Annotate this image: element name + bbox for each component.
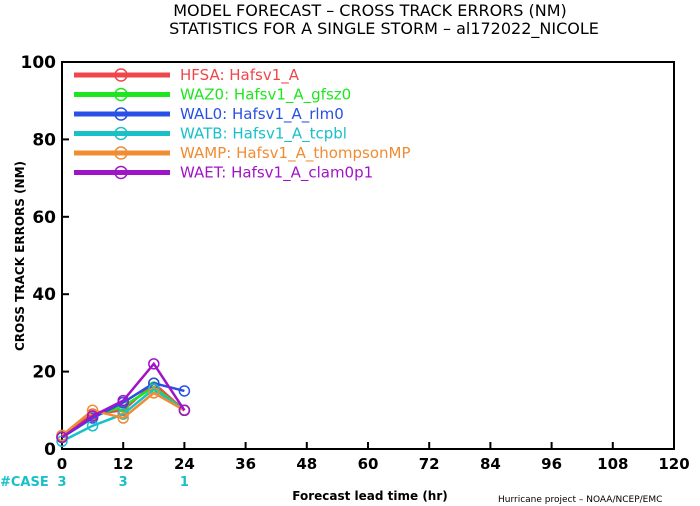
x-tick-label: 84 [480, 455, 501, 473]
x-tick-label: 60 [358, 455, 379, 473]
x-tick-label: 72 [419, 455, 440, 473]
x-tick-label: 12 [113, 455, 134, 473]
legend-marker [114, 165, 128, 180]
legend-entry: WATB: Hafsv1_A_tcpbl [180, 125, 347, 144]
data-point [56, 431, 68, 444]
chart-title: MODEL FORECAST – CROSS TRACK ERRORS (NM) [173, 1, 567, 20]
chart-subtitle: STATISTICS FOR A SINGLE STORM – al172022… [169, 19, 599, 39]
x-tick-label: 24 [174, 455, 195, 473]
x-tick-label: 0 [57, 455, 67, 473]
y-tick-label: 100 [21, 53, 57, 73]
plot-frame [61, 61, 675, 450]
legend-marker [114, 87, 128, 102]
data-point [148, 358, 160, 370]
series-line [61, 361, 186, 439]
series-line [61, 391, 186, 437]
data-point [178, 404, 191, 417]
series-line [61, 387, 186, 443]
series-line [61, 381, 186, 437]
data-point [148, 387, 160, 399]
x-axis-label: Forecast lead time (hr) [292, 489, 448, 503]
x-tick-label: 48 [296, 455, 317, 473]
x-tick-label: 120 [658, 455, 689, 473]
data-point [117, 394, 129, 407]
y-tick-label: 60 [32, 208, 56, 228]
legend-marker [114, 126, 128, 141]
y-tick-label: 80 [32, 130, 56, 150]
y-tick-label: 20 [32, 363, 56, 383]
data-point [117, 412, 129, 424]
y-tick-label: 40 [32, 285, 56, 305]
legend-entry: WAZ0: Hafsv1_A_gfsz0 [180, 86, 351, 105]
case-counts: 3 3 1 [57, 475, 188, 490]
data-point [178, 385, 191, 397]
x-axis-ticks: 0 12 24 36 48 60 72 84 96 108 120 [57, 442, 690, 473]
credit-text: Hurricane project – NOAA/NCEP/EMC [498, 495, 662, 505]
data-point [86, 410, 99, 422]
x-tick-label: 36 [235, 455, 256, 473]
y-axis-ticks: 0 20 40 60 80 100 [21, 53, 69, 460]
x-tick-label: 108 [597, 455, 628, 473]
case-label: #CASE [0, 475, 49, 490]
legend-entry: HFSA: Hafsv1_A [180, 66, 300, 85]
legend-entry: WAET: Hafsv1_A_clam0p1 [180, 164, 373, 183]
legend-marker [114, 146, 128, 160]
x-tick-label: 96 [541, 455, 562, 473]
y-axis-label: CROSS TRACK ERRORS (NM) [13, 161, 27, 351]
y-tick-label: 0 [44, 440, 56, 460]
case-count: 1 [180, 475, 189, 490]
legend-marker [114, 68, 128, 82]
legend-marker [114, 107, 128, 121]
case-count: 3 [119, 475, 128, 490]
legend-entry: WAMP: Hafsv1_A_thompsonMP [180, 144, 411, 163]
series-group [56, 358, 191, 448]
case-count: 3 [57, 475, 66, 490]
legend-entry: WAL0: Hafsv1_A_rlm0 [180, 105, 344, 124]
